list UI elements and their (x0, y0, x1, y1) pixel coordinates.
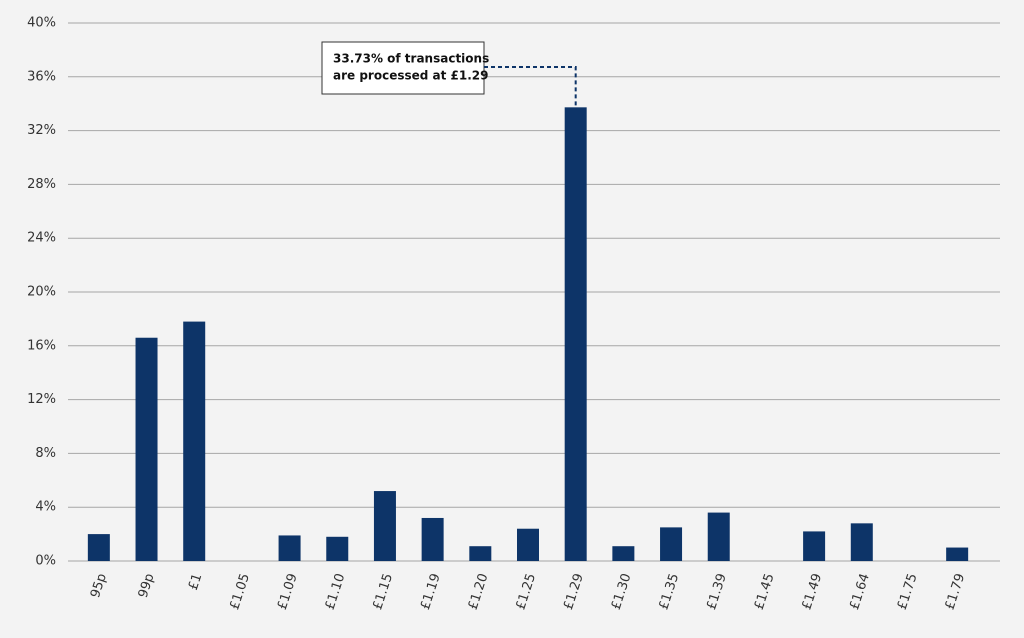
x-tick-label: £1.49 (799, 572, 825, 612)
bar (612, 546, 635, 561)
y-tick-label: 20% (27, 285, 56, 300)
x-tick-label: £1.30 (609, 572, 635, 612)
y-tick-label: 36% (27, 69, 56, 84)
y-tick-label: 0% (35, 554, 56, 569)
y-tick-label: 28% (27, 177, 56, 192)
x-tick-label: £1.39 (704, 572, 730, 612)
x-tick-label: £1.20 (466, 572, 492, 612)
bar (421, 517, 444, 561)
bar (87, 534, 110, 561)
bar (135, 337, 158, 561)
bar (326, 536, 349, 561)
x-tick-label: 95p (88, 572, 110, 600)
bar (183, 321, 206, 561)
annotation-text: 33.73% of transactions (333, 52, 489, 66)
y-tick-label: 16% (27, 338, 56, 353)
x-tick-label: £1.64 (847, 572, 873, 612)
y-tick-label: 24% (27, 231, 56, 246)
y-tick-label: 4% (35, 500, 56, 515)
bar (373, 491, 396, 561)
bar (517, 528, 539, 561)
x-tick-label: £1.15 (370, 572, 396, 612)
bar (707, 512, 730, 561)
x-tick-label: £1.29 (561, 572, 587, 612)
x-tick-label: £1.09 (275, 572, 301, 612)
annotation-text: are processed at £1.29 (333, 69, 489, 83)
y-tick-label: 8% (35, 446, 56, 461)
bar (564, 107, 587, 562)
bar (803, 531, 826, 561)
x-tick-label: 99p (136, 572, 158, 600)
x-tick-label: £1.45 (752, 572, 778, 612)
x-tick-label: £1.79 (943, 572, 969, 612)
y-tick-label: 12% (27, 392, 56, 407)
bar (946, 547, 969, 561)
bar (660, 527, 683, 561)
x-tick-label: £1.05 (227, 572, 253, 612)
bar (850, 523, 873, 561)
x-tick-label: £1.10 (323, 572, 349, 612)
annotation-box (321, 41, 485, 95)
x-tick-label: £1.19 (418, 572, 444, 612)
annotation-leader (484, 66, 577, 108)
y-tick-label: 40% (27, 16, 56, 31)
x-tick-label: £1 (186, 572, 205, 592)
x-tick-label: £1.25 (513, 572, 539, 612)
x-tick-label: £1.35 (656, 572, 682, 612)
bar (469, 546, 492, 561)
x-tick-label: £1.75 (895, 572, 921, 612)
bar (278, 535, 301, 561)
y-tick-label: 32% (27, 123, 56, 138)
